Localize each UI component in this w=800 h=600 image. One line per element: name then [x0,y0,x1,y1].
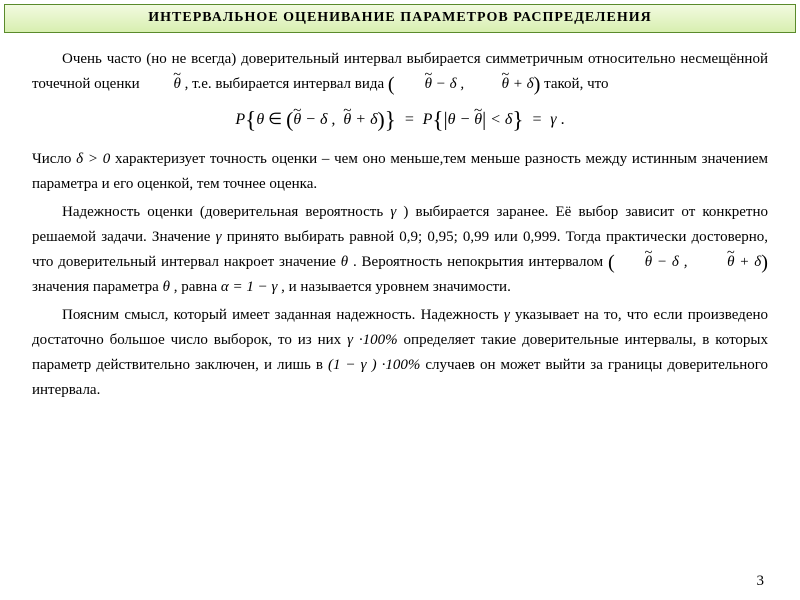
formula-rhs: γ [550,111,556,128]
formula-eq2: = [527,111,546,128]
gamma-sym-1: γ [390,204,396,220]
gamma-sym-2: γ [216,229,222,245]
formula-dot: . [561,111,565,128]
p1-text-c: такой, что [544,76,608,92]
formula-mid: P{|θ − θ| < δ} [423,111,528,128]
p3-text-e: значения параметра [32,279,163,295]
alpha-eq: α = 1 − γ [221,279,278,295]
slide-content: Очень часто (но не всегда) доверительный… [4,33,796,402]
gamma-100: γ ·100% [347,332,398,348]
theta-tilde-inline: θ [143,76,180,92]
p2-text-b: характеризует точность оценки – чем оно … [32,151,768,192]
paragraph-2: Число δ > 0 характеризует точность оценк… [32,147,768,197]
interval-inline-2: (θ − δ , θ + δ) [608,254,768,270]
interval-inline-1: (θ − δ , θ + δ) [388,76,540,92]
slide-title-bar: ИНТЕРВАЛЬНОЕ ОЦЕНИВАНИЕ ПАРАМЕТРОВ РАСПР… [4,4,796,33]
paragraph-3: Надежность оценки (доверительная вероятн… [32,200,768,299]
page-number: 3 [757,573,765,590]
theta-sym-2: θ [163,279,170,295]
p4-text-a: Поясним смысл, который имеет заданная на… [62,307,504,323]
p3-text-f: , равна [174,279,221,295]
paragraph-4: Поясним смысл, который имеет заданная на… [32,303,768,402]
formula-lhs: P{θ ∈ (θ − δ , θ + δ)} [235,111,399,128]
one-minus-gamma-100: (1 − γ ) ·100% [328,357,420,373]
main-formula: P{θ ∈ (θ − δ , θ + δ)} = P{|θ − θ| < δ} … [32,107,768,133]
theta-sym-1: θ [341,254,348,270]
slide-page: ИНТЕРВАЛЬНОЕ ОЦЕНИВАНИЕ ПАРАМЕТРОВ РАСПР… [0,0,800,600]
p3-text-g: , и называется уровнем значимости. [281,279,511,295]
formula-eq1: = [400,111,419,128]
delta-gt-zero: δ > 0 [76,151,110,167]
slide-title-text: ИНТЕРВАЛЬНОЕ ОЦЕНИВАНИЕ ПАРАМЕТРОВ РАСПР… [148,10,651,25]
gamma-sym-3: γ [504,307,510,323]
p3-text-a: Надежность оценки (доверительная вероятн… [62,204,390,220]
paragraph-1: Очень часто (но не всегда) доверительный… [32,47,768,97]
p2-text-a: Число [32,151,76,167]
p3-text-d: . Вероятность непокрытия интервалом [353,254,608,270]
p1-text-b: , т.е. выбирается интервал вида [185,76,388,92]
